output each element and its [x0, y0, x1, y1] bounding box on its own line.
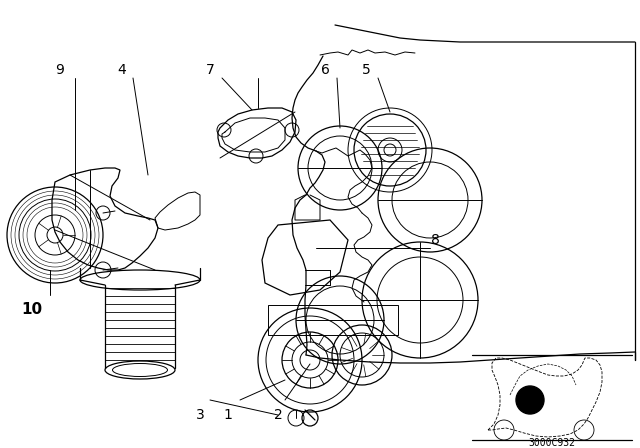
Text: 6: 6: [321, 63, 330, 77]
Text: 10: 10: [21, 302, 43, 318]
Text: 3: 3: [196, 408, 204, 422]
Text: 4: 4: [118, 63, 126, 77]
Text: 1: 1: [223, 408, 232, 422]
Text: 3000C932: 3000C932: [529, 438, 575, 448]
Circle shape: [516, 386, 544, 414]
Bar: [268, 305, 398, 335]
Text: 2: 2: [274, 408, 282, 422]
Text: 5: 5: [362, 63, 371, 77]
Text: 8: 8: [431, 233, 440, 247]
Text: 7: 7: [205, 63, 214, 77]
Text: 9: 9: [56, 63, 65, 77]
